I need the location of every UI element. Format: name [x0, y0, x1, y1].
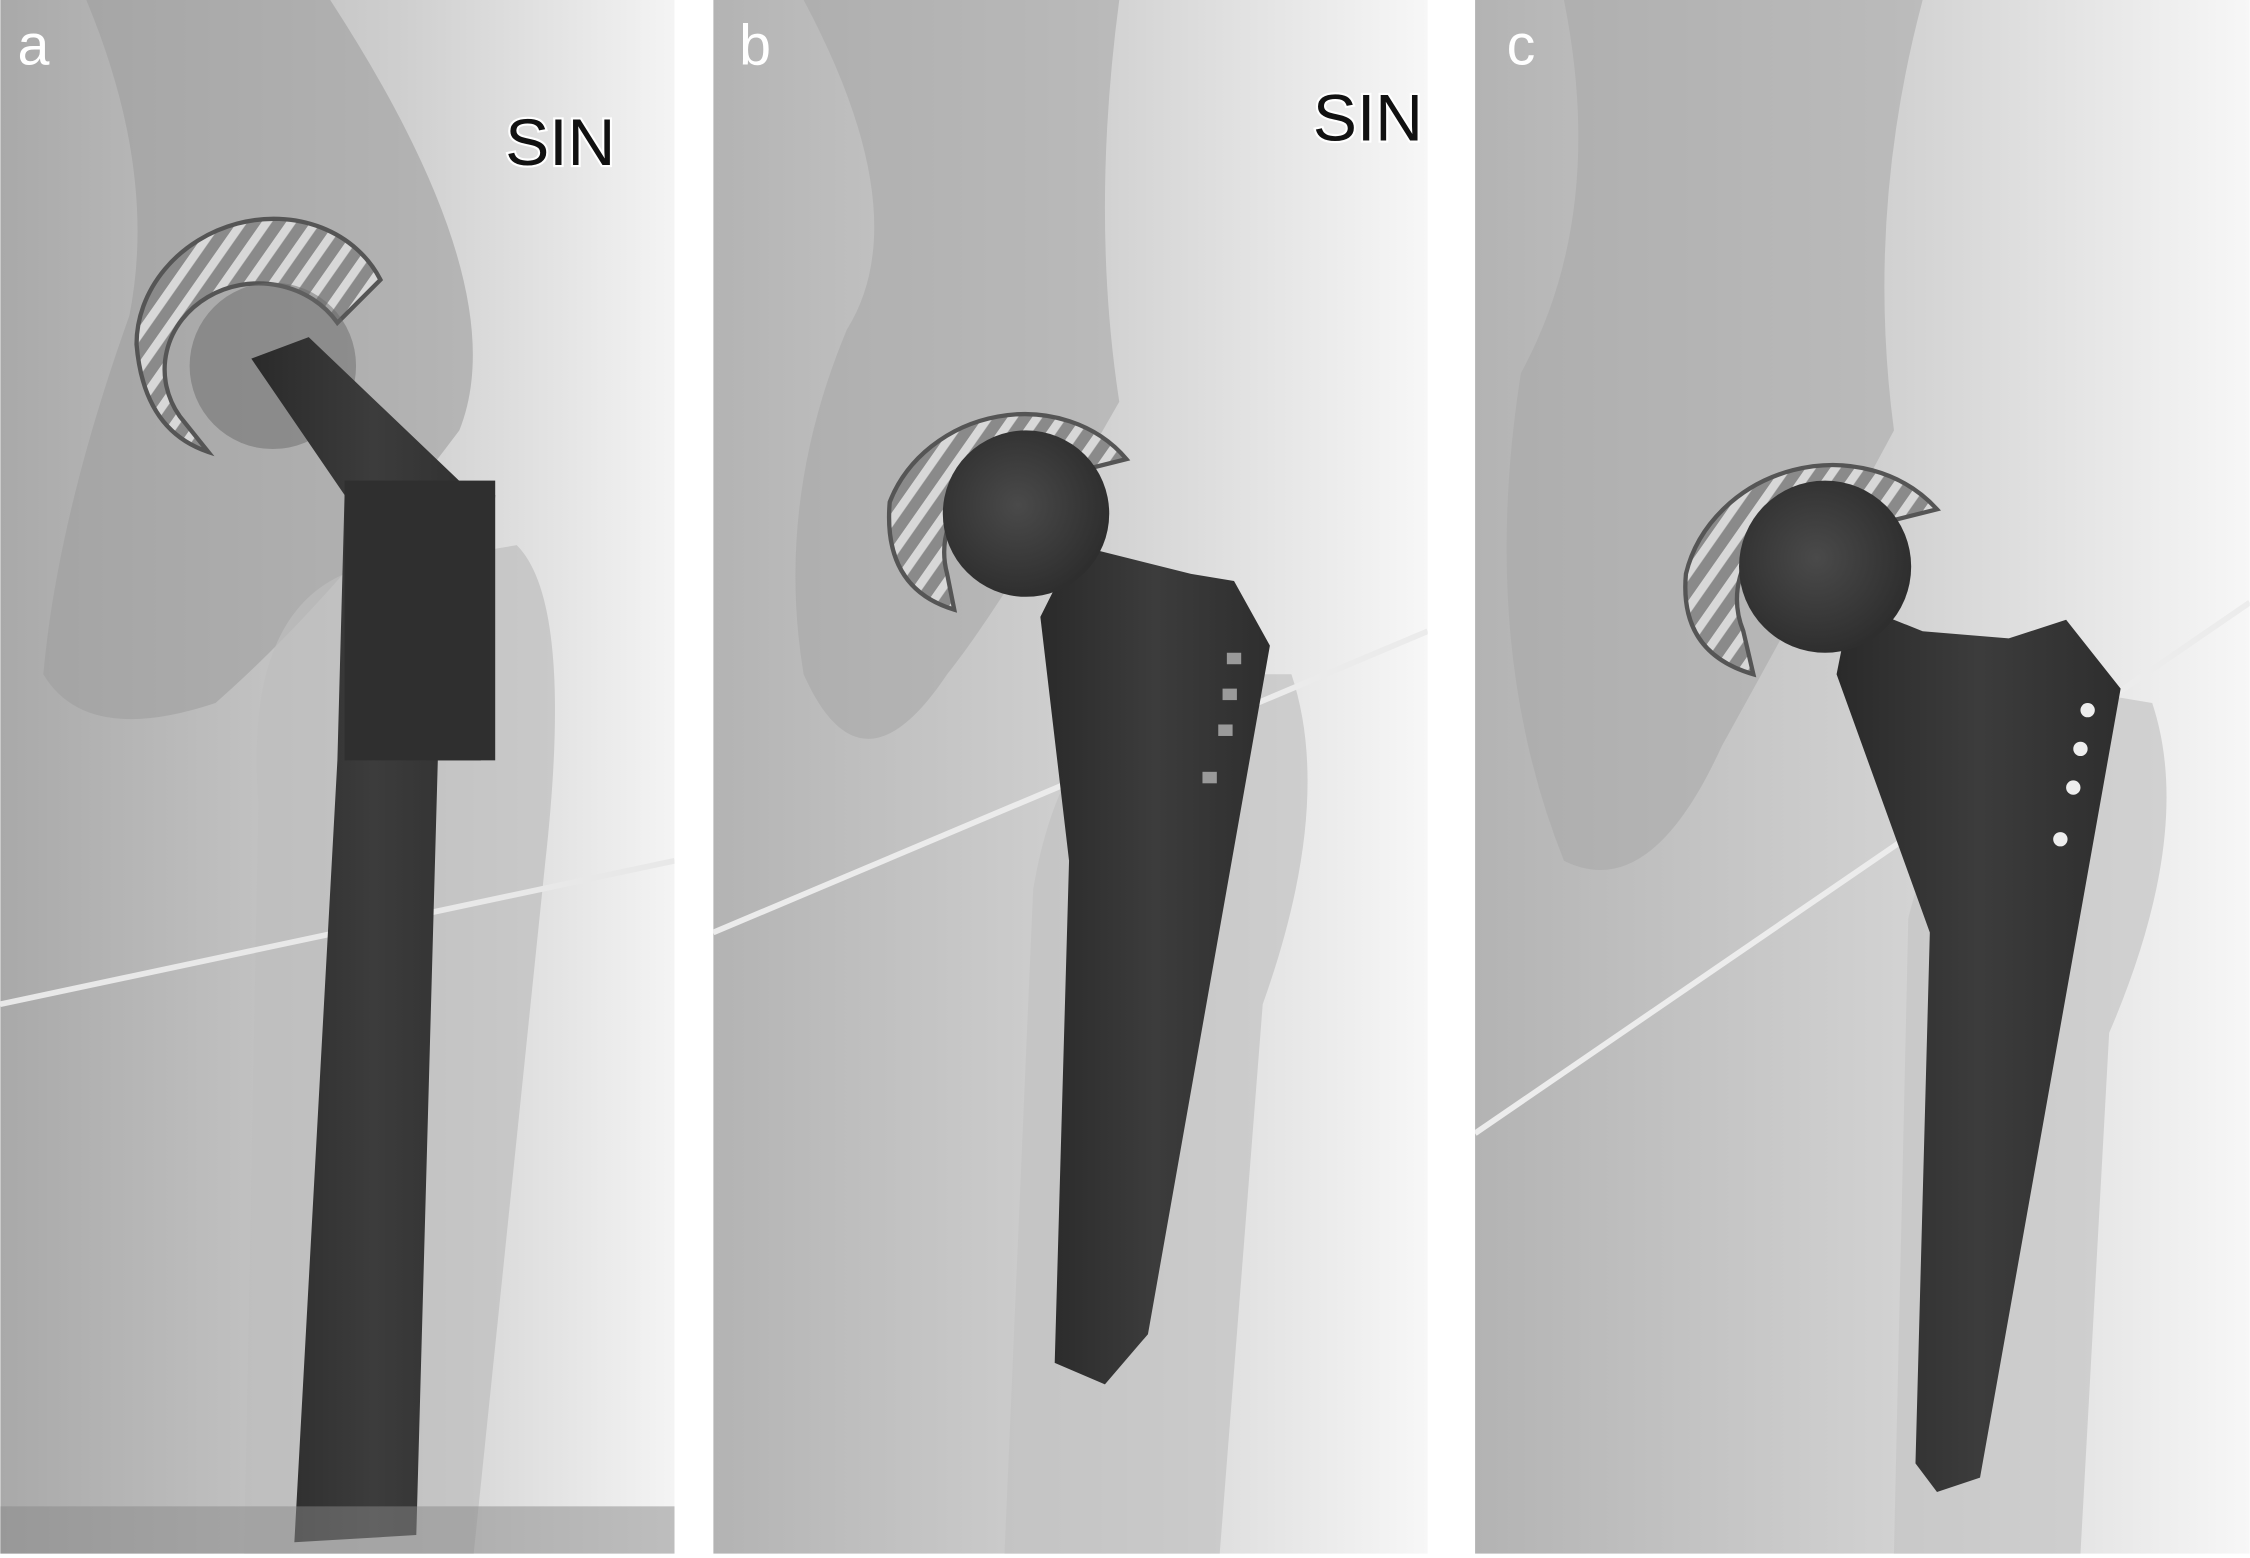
- panel-label: c: [1507, 14, 1536, 78]
- side-marker: SIN: [505, 105, 615, 179]
- panel-a: [0, 0, 675, 1554]
- side-marker: SIN: [1313, 81, 1423, 155]
- panel-b: [713, 0, 1428, 1554]
- panel-label: a: [17, 14, 49, 78]
- panel-label: b: [739, 14, 771, 78]
- panel-c: [1475, 0, 2250, 1554]
